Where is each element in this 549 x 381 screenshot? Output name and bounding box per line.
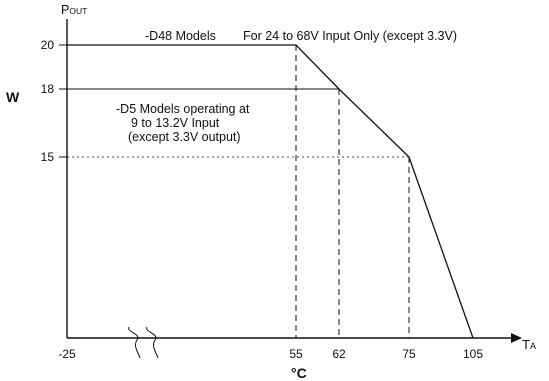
- x-axis-label-sub: A: [530, 341, 536, 351]
- annotation-d5-models: -D5 Models operating at: [116, 102, 250, 116]
- y-unit-label: W: [6, 89, 20, 105]
- x-tick-label: 75: [402, 347, 416, 361]
- y-axis-label-main: P: [61, 3, 69, 17]
- y-axis-label: POUT: [61, 3, 87, 17]
- x-axis-label-main: T: [522, 337, 530, 352]
- derating-curve: [67, 44, 474, 339]
- y-axis-label-sub: OUT: [69, 6, 87, 16]
- annotation-d48-input-range: For 24 to 68V Input Only (except 3.3V): [243, 29, 457, 43]
- x-tick-label: 62: [332, 347, 346, 361]
- annotation-d5-input-range: 9 to 13.2V Input: [131, 116, 220, 130]
- x-unit-label: °C: [291, 365, 307, 381]
- y-tick-label: 18: [41, 82, 55, 96]
- x-axis-label: TA: [522, 337, 536, 352]
- annotation-d5-exception: (except 3.3V output): [128, 130, 241, 144]
- x-tick-label: -25: [58, 347, 76, 361]
- y-tick-label: 20: [41, 38, 55, 52]
- x-axis-arrow: [511, 333, 522, 343]
- x-tick-label: 105: [463, 347, 483, 361]
- axis-break-symbol: [128, 326, 159, 359]
- x-tick-label: 55: [289, 347, 303, 361]
- annotation-d48-models: -D48 Models: [145, 29, 216, 43]
- y-tick-label: 15: [41, 150, 55, 164]
